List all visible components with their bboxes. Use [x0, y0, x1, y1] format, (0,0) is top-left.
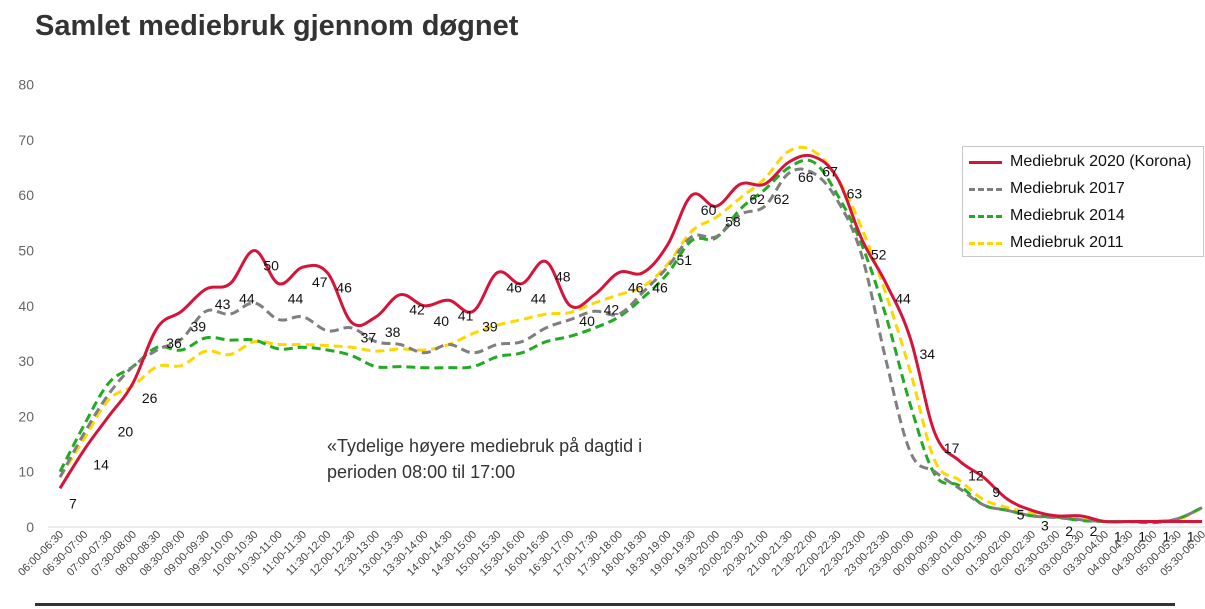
data-label: 66 [798, 169, 814, 185]
data-label: 5 [1017, 506, 1025, 522]
data-label: 39 [482, 318, 498, 334]
y-tick-label: 60 [18, 187, 34, 203]
legend-item: Mediebruk 2020 (Korona) [969, 152, 1191, 172]
data-label: 34 [920, 346, 936, 362]
data-label: 47 [312, 274, 328, 290]
data-label: 48 [555, 269, 571, 285]
data-label: 9 [992, 484, 1000, 500]
y-tick-label: 40 [18, 298, 34, 314]
data-label: 44 [531, 291, 547, 307]
data-label: 14 [93, 457, 109, 473]
data-label: 42 [409, 302, 425, 318]
legend-swatch [969, 214, 1002, 218]
data-label: 42 [604, 302, 620, 318]
bottom-divider [35, 603, 1175, 606]
data-label: 1 [1138, 528, 1146, 544]
legend-swatch [969, 187, 1002, 191]
y-tick-label: 20 [18, 408, 34, 424]
data-label: 51 [677, 252, 693, 268]
data-label: 50 [263, 258, 279, 274]
data-label: 62 [749, 191, 765, 207]
data-label: 2 [1065, 523, 1073, 539]
data-label: 37 [361, 329, 377, 345]
chart-title: Samlet mediebruk gjennom døgnet [35, 10, 519, 42]
data-label: 46 [506, 280, 522, 296]
data-label: 63 [847, 186, 863, 202]
data-label: 1 [1163, 528, 1171, 544]
data-label: 17 [944, 440, 960, 456]
data-label: 40 [434, 313, 450, 329]
x-axis: 06:00-06:3006:30-07:0007:00-07:3007:30-0… [16, 529, 1205, 579]
data-label: 44 [895, 291, 911, 307]
annotation-text: «Tydelige høyere mediebruk på dagtid i p… [327, 433, 707, 485]
data-label: 1 [1187, 528, 1195, 544]
data-label: 62 [774, 191, 790, 207]
series-line-mediebruk-2011 [58, 145, 1203, 524]
data-label: 26 [142, 390, 158, 406]
series-line-mediebruk-2017 [58, 167, 1203, 524]
data-label: 20 [118, 423, 134, 439]
y-tick-label: 50 [18, 243, 34, 259]
legend-label: Mediebruk 2011 [1010, 234, 1124, 251]
data-label: 41 [458, 307, 474, 323]
data-label: 12 [968, 468, 984, 484]
y-tick-label: 0 [26, 519, 34, 535]
data-label: 1 [1114, 528, 1122, 544]
legend-label: Mediebruk 2020 (Korona) [1010, 153, 1192, 170]
data-label: 60 [701, 202, 717, 218]
data-label: 52 [871, 246, 887, 262]
data-label: 46 [336, 280, 352, 296]
data-label: 40 [579, 313, 595, 329]
y-axis: 0 10 20 30 40 50 60 70 80 [18, 77, 34, 535]
y-tick-label: 10 [18, 464, 34, 480]
series-group [58, 145, 1203, 525]
legend-swatch [969, 241, 1002, 245]
data-label: 43 [215, 296, 231, 312]
data-label: 44 [239, 291, 255, 307]
data-label: 3 [1041, 517, 1049, 533]
legend-item: Mediebruk 2011 [969, 233, 1124, 253]
data-label: 39 [191, 318, 207, 334]
legend-item: Mediebruk 2017 [969, 179, 1125, 199]
y-tick-label: 80 [18, 77, 34, 93]
data-label: 36 [166, 335, 182, 351]
data-label: 38 [385, 324, 401, 340]
data-label: 2 [1090, 523, 1098, 539]
data-label: 58 [725, 213, 741, 229]
data-label: 46 [652, 280, 668, 296]
annotation-line-2: perioden 08:00 til 17:00 [327, 462, 516, 482]
legend-label: Mediebruk 2014 [1010, 207, 1125, 224]
series-line-mediebruk-2020-korona [58, 153, 1203, 524]
legend-label: Mediebruk 2017 [1010, 180, 1125, 197]
legend-swatch [969, 160, 1002, 164]
chart-legend: Mediebruk 2020 (Korona) Mediebruk 2017 Med… [962, 146, 1204, 257]
legend-item: Mediebruk 2014 [969, 206, 1125, 226]
y-tick-label: 30 [18, 353, 34, 369]
data-label: 44 [288, 291, 304, 307]
y-tick-label: 70 [18, 132, 34, 148]
data-label: 7 [69, 495, 77, 511]
annotation-line-1: «Tydelige høyere mediebruk på dagtid i [327, 436, 643, 456]
data-label: 67 [822, 163, 838, 179]
data-label: 46 [628, 280, 644, 296]
